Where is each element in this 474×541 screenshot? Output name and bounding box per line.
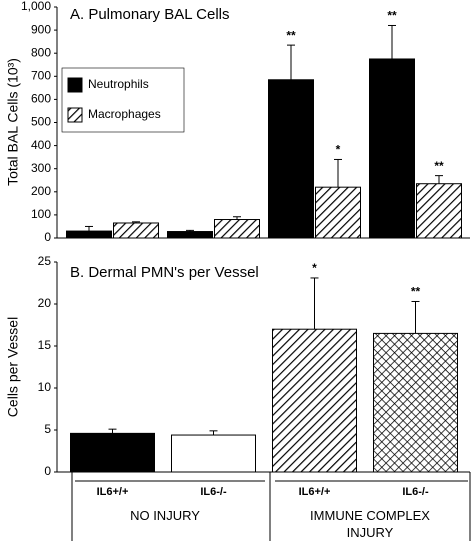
x-tick-label: IL6-/- xyxy=(200,486,227,498)
legend-swatch xyxy=(67,77,83,93)
y-tick-label: 200 xyxy=(31,184,51,198)
chart-title: B. Dermal PMN's per Vessel xyxy=(70,264,259,281)
bar xyxy=(268,79,314,239)
bar xyxy=(171,434,256,473)
y-tick-label: 500 xyxy=(31,115,51,129)
significance-label: ** xyxy=(411,285,421,299)
y-tick-label: 0 xyxy=(44,230,51,244)
x-tick-label: IL6+/+ xyxy=(97,486,129,498)
y-tick-label: 800 xyxy=(31,45,51,59)
y-tick-label: 10 xyxy=(38,380,52,394)
legend-label: Neutrophils xyxy=(88,77,149,91)
y-tick-label: 20 xyxy=(38,296,52,310)
bar xyxy=(70,432,155,473)
bar xyxy=(416,183,462,239)
y-axis-label: Total BAL Cells (10³) xyxy=(5,58,21,186)
y-tick-label: 400 xyxy=(31,138,51,152)
y-tick-label: 100 xyxy=(31,207,51,221)
y-tick-label: 0 xyxy=(44,464,51,478)
x-tick-label: IL6-/- xyxy=(402,486,429,498)
bar xyxy=(214,219,260,239)
bar xyxy=(373,332,458,473)
bar xyxy=(272,328,357,473)
bar xyxy=(369,58,415,239)
y-tick-label: 700 xyxy=(31,68,51,82)
y-tick-label: 1,000 xyxy=(21,0,51,13)
y-axis-label: Cells per Vessel xyxy=(5,317,21,417)
legend-swatch xyxy=(67,107,83,123)
significance-label: * xyxy=(312,261,317,275)
y-tick-label: 25 xyxy=(38,254,52,268)
significance-label: * xyxy=(336,143,341,157)
y-tick-label: 15 xyxy=(38,338,52,352)
legend-label: Macrophages xyxy=(88,107,161,121)
y-tick-label: 300 xyxy=(31,161,51,175)
significance-label: ** xyxy=(387,9,397,23)
significance-label: ** xyxy=(434,159,444,173)
bar xyxy=(315,186,361,239)
chart-title: A. Pulmonary BAL Cells xyxy=(70,6,230,23)
y-tick-label: 600 xyxy=(31,92,51,106)
bar xyxy=(66,230,112,239)
group-label: NO INJURY xyxy=(130,508,200,523)
significance-label: ** xyxy=(286,28,296,42)
bar xyxy=(167,231,213,239)
y-tick-label: 900 xyxy=(31,22,51,36)
bar xyxy=(113,222,159,239)
group-label: IMMUNE COMPLEX INJURY xyxy=(310,508,430,540)
y-tick-label: 5 xyxy=(44,422,51,436)
legend-box xyxy=(61,67,185,133)
x-tick-label: IL6+/+ xyxy=(299,486,331,498)
